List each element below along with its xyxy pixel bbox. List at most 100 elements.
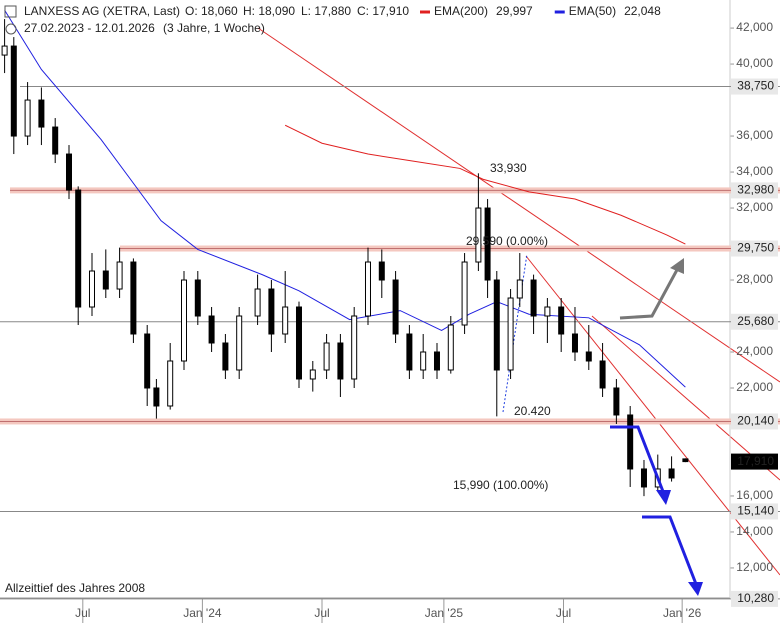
y-tick-label: 34,000 [736, 164, 773, 178]
annotation: 29,590 (0.00%) [466, 234, 548, 248]
candle-body [65, 153, 72, 191]
candle-body [585, 351, 592, 362]
fib-line [502, 253, 528, 413]
candle-body [1, 45, 8, 56]
level-label: 38,750 [737, 79, 774, 93]
y-tick-label: 12,000 [736, 560, 773, 574]
candle-body [682, 458, 689, 463]
y-tick-label: 22,000 [736, 380, 773, 394]
x-tick-label: Jan '24 [183, 606, 222, 620]
candle-body [484, 207, 491, 281]
annotation: 33,930 [490, 161, 527, 175]
y-tick-label: 32,000 [736, 200, 773, 214]
x-tick-label: Jan '25 [425, 606, 464, 620]
candle-body [530, 279, 537, 317]
candle-body [194, 279, 201, 317]
candle-body [75, 189, 82, 308]
level-label: 29,750 [737, 241, 774, 255]
last-price-box [731, 453, 778, 470]
candle-body [640, 468, 647, 488]
x-tick-label: Jul [75, 606, 90, 620]
candle-body [88, 270, 95, 308]
candle-body [268, 288, 275, 335]
candle-body [461, 261, 468, 326]
candle-body [24, 99, 31, 137]
candle-body [668, 468, 675, 479]
level-box [731, 503, 778, 520]
candle-body [406, 333, 413, 371]
candle-body [599, 360, 606, 389]
level-box [731, 78, 778, 95]
legend-value: 22,048 [624, 4, 661, 18]
annotation: 20.420 [514, 404, 551, 418]
note: Allzeittief des Jahres 2008 [5, 581, 145, 595]
candle-body [38, 99, 45, 128]
candle-body [208, 315, 215, 344]
y-tick-label: 14,000 [736, 524, 773, 538]
candle-body [493, 279, 500, 371]
annotation: 15,990 (100.00%) [453, 478, 548, 492]
level-label: 32,980 [737, 183, 774, 197]
candle-body [10, 45, 17, 137]
level-label: 15,140 [737, 504, 774, 518]
y-tick-label: 42,000 [736, 20, 773, 34]
candle-body [254, 288, 261, 317]
period: (3 Jahre, 1 Woche) [163, 21, 265, 35]
ema-line [284, 124, 686, 245]
candle-body [130, 261, 137, 335]
candle-body [516, 279, 523, 299]
candle-body [282, 306, 289, 335]
level-box [731, 413, 778, 430]
candle-body [222, 342, 229, 371]
candle-body [337, 342, 344, 380]
trendlines [257, 27, 780, 576]
candle-body [378, 261, 385, 281]
x-tick-label: Jan '26 [663, 606, 702, 620]
y-tick-label: 28,000 [736, 272, 773, 286]
subtitle: 27.02.2023 - 12.01.2026 [24, 21, 155, 35]
candle-body [236, 315, 243, 371]
level-label: 25,680 [737, 314, 774, 328]
level-box [731, 590, 778, 607]
candle-body [433, 351, 440, 371]
candle-body [323, 342, 330, 371]
candle-body [144, 333, 151, 389]
level-box [731, 313, 778, 330]
y-tick-label: 40,000 [736, 56, 773, 70]
last-price-label: 17,910 [737, 454, 774, 468]
candle-body [392, 279, 399, 335]
candle-body [116, 261, 123, 290]
candle-body [102, 270, 109, 290]
candle-body [52, 126, 59, 155]
x-tick-label: Jul [314, 606, 329, 620]
level-label: 10,280 [737, 591, 774, 605]
ohlc: C: 17,910 [357, 4, 409, 18]
candle-body [571, 333, 578, 353]
candle-body [558, 306, 565, 335]
y-tick-label: 24,000 [736, 344, 773, 358]
candle-body [627, 414, 634, 470]
candle-body [167, 360, 174, 407]
ohlc: L: 17,880 [301, 4, 351, 18]
candle-body [420, 351, 427, 371]
candle-body [507, 297, 514, 371]
ohlc: O: 18,060 [185, 4, 238, 18]
candle-body [475, 207, 482, 263]
header: LANXESS AG (XETRA, Last) O: 18,060 H: 18… [4, 4, 409, 595]
y-tick-label: 36,000 [736, 128, 773, 142]
legend-label: EMA(200) [434, 4, 488, 18]
candle-body [447, 324, 454, 371]
candle-body [295, 306, 302, 380]
candle-body [364, 261, 371, 317]
candle-body [351, 315, 358, 380]
candle-body [544, 306, 551, 317]
candle-body [153, 387, 160, 407]
legend-value: 29,997 [496, 4, 533, 18]
y-tick-label: 16,000 [736, 488, 773, 502]
ema-line [4, 9, 686, 388]
legend-label: EMA(50) [569, 4, 616, 18]
x-tick-label: Jul [556, 606, 571, 620]
candle-body [613, 387, 620, 416]
arrows [610, 258, 703, 596]
